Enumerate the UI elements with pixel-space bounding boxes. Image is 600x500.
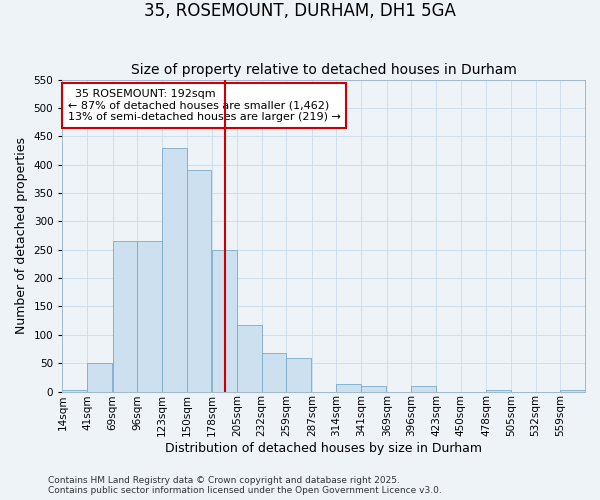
Text: 35 ROSEMOUNT: 192sqm
← 87% of detached houses are smaller (1,462)
13% of semi-de: 35 ROSEMOUNT: 192sqm ← 87% of detached h… xyxy=(68,89,340,122)
Bar xyxy=(286,358,311,392)
Bar xyxy=(87,363,112,392)
Bar xyxy=(262,353,286,392)
Y-axis label: Number of detached properties: Number of detached properties xyxy=(15,137,28,334)
Bar xyxy=(187,170,211,392)
Title: Size of property relative to detached houses in Durham: Size of property relative to detached ho… xyxy=(131,63,517,77)
Bar xyxy=(113,241,137,392)
Bar xyxy=(412,386,436,392)
Bar xyxy=(337,384,361,392)
Bar xyxy=(137,241,162,392)
X-axis label: Distribution of detached houses by size in Durham: Distribution of detached houses by size … xyxy=(165,442,482,455)
Bar xyxy=(487,390,511,392)
Bar xyxy=(212,250,237,392)
Bar xyxy=(62,390,87,392)
Text: 35, ROSEMOUNT, DURHAM, DH1 5GA: 35, ROSEMOUNT, DURHAM, DH1 5GA xyxy=(144,2,456,21)
Text: Contains HM Land Registry data © Crown copyright and database right 2025.
Contai: Contains HM Land Registry data © Crown c… xyxy=(48,476,442,495)
Bar xyxy=(237,324,262,392)
Bar xyxy=(162,148,187,392)
Bar xyxy=(361,386,386,392)
Bar xyxy=(560,390,585,392)
